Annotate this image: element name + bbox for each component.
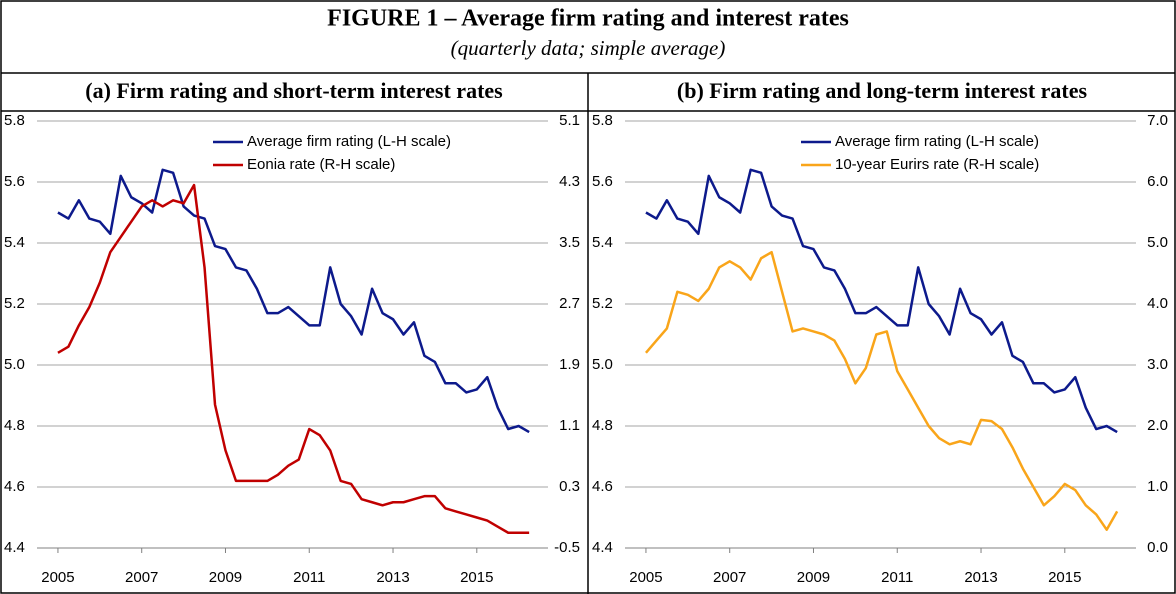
panel-title: (b) Firm rating and long-term interest r… [677, 78, 1088, 103]
y-tick-label: 5.8 [4, 112, 25, 129]
y-tick-label: 5.0 [592, 356, 613, 373]
x-tick-label: 2007 [713, 569, 746, 586]
y-tick-label: 5.6 [4, 173, 25, 190]
y2-tick-label: 2.7 [559, 295, 580, 312]
x-tick-label: 2015 [460, 569, 493, 586]
panel-title: (a) Firm rating and short-term interest … [85, 78, 503, 103]
y2-tick-label: 5.1 [559, 112, 580, 129]
x-tick-label: 2013 [376, 569, 409, 586]
legend-label: Eonia rate (R-H scale) [247, 156, 395, 173]
y2-tick-label: 4.0 [1147, 295, 1168, 312]
legend-label: Average firm rating (L-H scale) [247, 133, 451, 150]
y2-tick-label: 1.1 [559, 417, 580, 434]
y2-tick-label: 1.9 [559, 356, 580, 373]
x-tick-label: 2011 [293, 569, 325, 586]
y-tick-label: 5.4 [4, 234, 25, 251]
series-line [645, 168, 1118, 434]
y-tick-label: 4.4 [4, 539, 25, 556]
x-tick-label: 2005 [629, 569, 662, 586]
x-tick-label: 2013 [964, 569, 997, 586]
y2-tick-label: 0.3 [559, 478, 580, 495]
x-tick-label: 2015 [1048, 569, 1081, 586]
y2-tick-label: 3.5 [559, 234, 580, 251]
series-line [57, 183, 530, 534]
series-line [57, 168, 530, 434]
figure-title: FIGURE 1 – Average firm rating and inter… [327, 6, 849, 32]
y-tick-label: 5.2 [592, 295, 613, 312]
y-tick-label: 5.4 [592, 234, 613, 251]
y2-tick-label: 0.0 [1147, 539, 1168, 556]
y-tick-label: 5.6 [592, 173, 613, 190]
y-tick-label: 4.6 [592, 478, 613, 495]
y2-tick-label: 5.0 [1147, 234, 1168, 251]
y2-tick-label: -0.5 [554, 539, 580, 556]
y-tick-label: 5.0 [4, 356, 25, 373]
y-tick-label: 5.2 [4, 295, 25, 312]
y-tick-label: 4.8 [4, 417, 25, 434]
x-tick-label: 2011 [881, 569, 913, 586]
y2-tick-label: 7.0 [1147, 112, 1168, 129]
y-tick-label: 4.4 [592, 539, 613, 556]
figure-subtitle: (quarterly data; simple average) [451, 36, 726, 60]
y2-tick-label: 1.0 [1147, 478, 1168, 495]
y-tick-label: 4.8 [592, 417, 613, 434]
y2-tick-label: 6.0 [1147, 173, 1168, 190]
y2-tick-label: 3.0 [1147, 356, 1168, 373]
legend-label: Average firm rating (L-H scale) [835, 133, 1039, 150]
legend-label: 10-year Eurirs rate (R-H scale) [835, 156, 1039, 173]
x-tick-label: 2007 [125, 569, 158, 586]
y2-tick-label: 2.0 [1147, 417, 1168, 434]
x-tick-label: 2009 [797, 569, 830, 586]
x-tick-label: 2005 [41, 569, 74, 586]
y2-tick-label: 4.3 [559, 173, 580, 190]
y-tick-label: 5.8 [592, 112, 613, 129]
series-line [644, 250, 1119, 531]
x-tick-label: 2009 [209, 569, 242, 586]
y-tick-label: 4.6 [4, 478, 25, 495]
